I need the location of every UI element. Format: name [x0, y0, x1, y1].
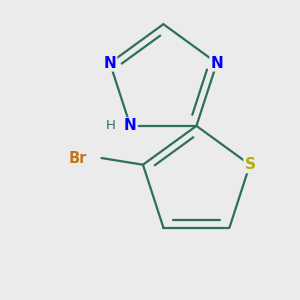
Text: Br: Br — [68, 151, 87, 166]
Text: N: N — [103, 56, 116, 70]
Text: H: H — [105, 119, 115, 132]
Text: N: N — [211, 56, 223, 70]
Text: N: N — [124, 118, 137, 134]
Text: S: S — [244, 157, 255, 172]
